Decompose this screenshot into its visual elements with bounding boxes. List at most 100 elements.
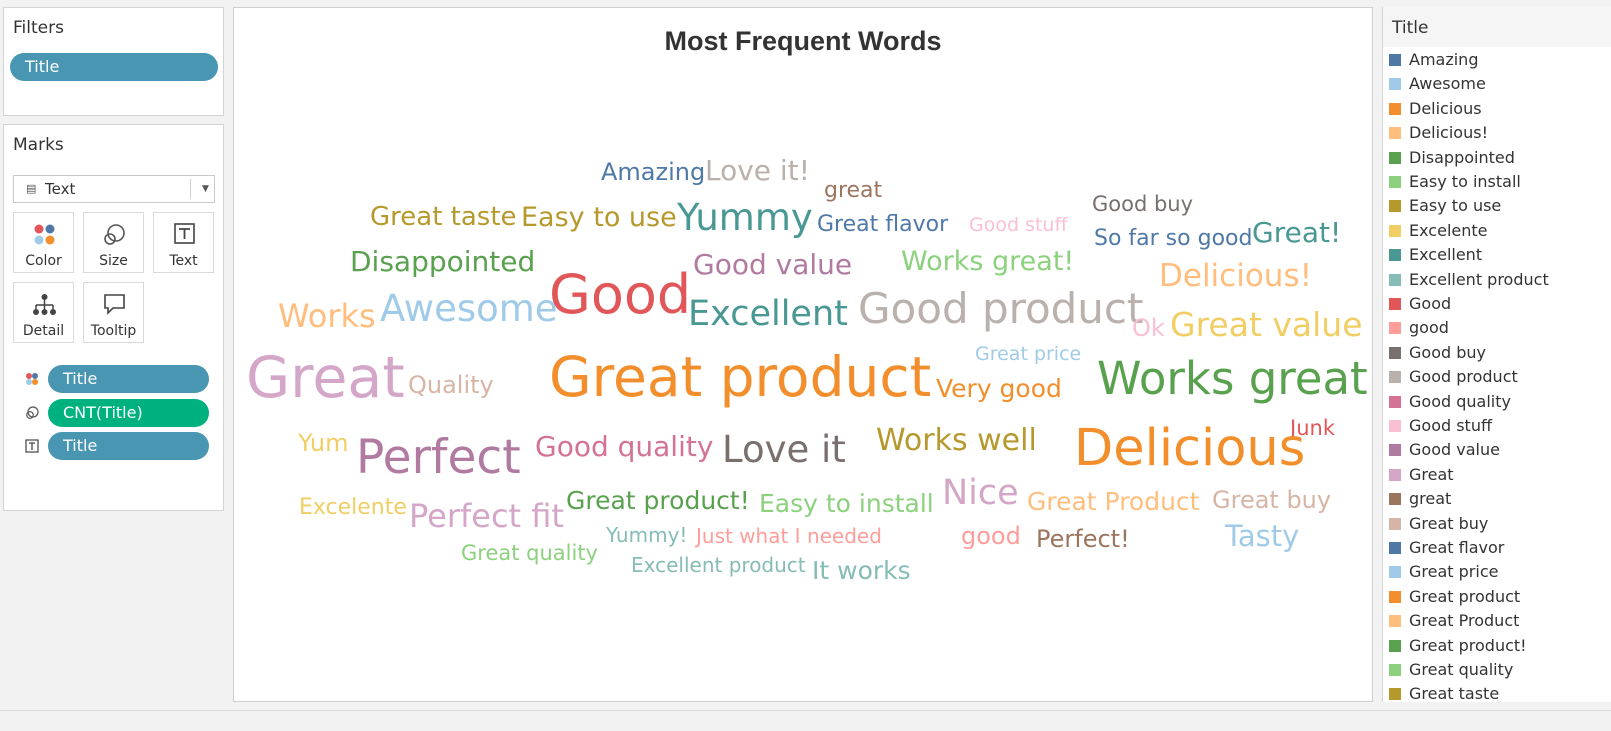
legend-swatch <box>1389 273 1401 286</box>
size-card[interactable]: Size <box>83 212 144 273</box>
word-cloud-word[interactable]: Yummy! <box>606 523 688 547</box>
legend-swatch <box>1389 664 1401 676</box>
mark-type-dropdown[interactable]: ▤ Text ▼ <box>13 175 215 203</box>
word-cloud-word[interactable]: Excelente <box>299 495 407 520</box>
text-icon <box>174 223 195 244</box>
word-cloud-word[interactable]: Ok <box>1132 314 1165 342</box>
word-cloud-word[interactable]: Great product <box>549 345 932 409</box>
mark-type-label: Text <box>45 180 76 198</box>
word-cloud-word[interactable]: Nice <box>942 473 1019 513</box>
chevron-down-icon[interactable]: ▼ <box>202 184 209 194</box>
size-shelf-pill[interactable]: CNT(Title) <box>48 399 209 427</box>
size-card-label: Size <box>99 253 128 269</box>
legend-swatch <box>1389 688 1401 701</box>
legend-label: Easy to install <box>1409 172 1521 191</box>
filters-panel: Filters Title <box>3 7 224 116</box>
color-shelf-pill[interactable]: Title <box>48 365 209 393</box>
text-icon <box>25 439 39 453</box>
legend-label: Great flavor <box>1409 538 1505 557</box>
word-cloud-word[interactable]: Good <box>549 263 692 326</box>
word-cloud-word[interactable]: Delicious <box>1074 419 1306 478</box>
legend-swatch <box>1389 127 1401 140</box>
word-cloud-word[interactable]: Disappointed <box>350 245 536 278</box>
word-cloud-word[interactable]: Great price <box>975 343 1082 365</box>
word-cloud-word[interactable]: Excellent product <box>631 553 806 577</box>
word-cloud-word[interactable]: Junk <box>1290 416 1335 440</box>
word-cloud-word[interactable]: Easy to use <box>521 202 677 233</box>
word-cloud-word[interactable]: Good product <box>858 284 1144 333</box>
word-cloud-word[interactable]: Delicious! <box>1159 258 1313 294</box>
legend-swatch <box>1389 54 1401 66</box>
word-cloud-word[interactable]: Yummy <box>677 196 813 239</box>
legend-label: Good quality <box>1409 391 1511 411</box>
word-cloud-word[interactable]: Quality <box>408 371 494 399</box>
legend-label: Excellent <box>1409 245 1483 265</box>
word-cloud-word[interactable]: Great Product <box>1027 487 1200 516</box>
filter-pill-title[interactable]: Title <box>10 53 218 81</box>
word-cloud-word[interactable]: Very good <box>936 374 1062 403</box>
legend-swatch <box>1389 566 1401 579</box>
legend-label: Amazing <box>1409 50 1479 69</box>
word-cloud-word[interactable]: Yum <box>298 429 349 457</box>
legend-swatch <box>1389 639 1401 652</box>
text-shelf-pill[interactable]: Title <box>48 432 209 460</box>
legend-swatch <box>1389 493 1401 506</box>
legend-swatch <box>1389 176 1401 188</box>
legend-label: Great quality <box>1409 660 1514 679</box>
tooltip-card[interactable]: Tooltip <box>83 282 144 343</box>
word-cloud-word[interactable]: Perfect! <box>1036 525 1130 553</box>
color-icon <box>26 373 38 385</box>
legend-swatch <box>1389 395 1401 408</box>
word-cloud-word[interactable]: Perfect fit <box>409 497 564 535</box>
word-cloud-word[interactable]: So far so good <box>1094 226 1253 251</box>
word-cloud-word[interactable]: Love it <box>722 428 846 471</box>
legend-label: Easy to use <box>1409 196 1502 216</box>
dropdown-divider <box>190 179 191 199</box>
word-cloud-word[interactable]: Good stuff <box>969 214 1068 236</box>
word-cloud-word[interactable]: Amazing <box>601 158 706 186</box>
word-cloud-word[interactable]: Great value <box>1170 305 1363 344</box>
word-cloud-word[interactable]: Works <box>278 297 376 335</box>
color-card[interactable]: Color <box>13 212 74 273</box>
detail-card[interactable]: Detail <box>13 282 74 343</box>
text-card-label: Text <box>169 253 198 269</box>
word-cloud-word[interactable]: Great taste <box>370 202 517 232</box>
word-cloud-word[interactable]: Works well <box>876 423 1037 458</box>
legend-swatch <box>1389 590 1401 603</box>
legend-header: Title <box>1383 7 1611 47</box>
word-cloud-word[interactable]: good <box>961 522 1021 550</box>
word-cloud-word[interactable]: Works great! <box>901 246 1075 277</box>
word-cloud-word[interactable]: Great buy <box>1212 486 1332 514</box>
word-cloud-word[interactable]: Great! <box>1252 216 1342 249</box>
word-cloud-word[interactable]: Excellent <box>688 294 848 334</box>
word-cloud-word[interactable]: Good quality <box>535 430 714 463</box>
legend-label: Good product <box>1409 367 1518 387</box>
word-cloud-word[interactable]: Good buy <box>1092 192 1194 216</box>
word-cloud-word[interactable]: Easy to install <box>759 489 934 518</box>
word-cloud-word[interactable]: Perfect <box>356 430 521 485</box>
word-cloud-word[interactable]: Great quality <box>461 541 598 565</box>
word-cloud-word[interactable]: Awesome <box>380 287 558 330</box>
word-cloud-word[interactable]: Tasty <box>1225 519 1300 553</box>
word-cloud-word[interactable]: Great <box>246 345 405 411</box>
word-cloud-word[interactable]: Great product! <box>566 486 750 515</box>
legend-swatch <box>1389 151 1401 164</box>
legend-swatch <box>1389 371 1401 384</box>
legend-label: Disappointed <box>1409 147 1515 167</box>
word-cloud-word[interactable]: Works great <box>1097 352 1368 405</box>
word-cloud-word[interactable]: Just what I needed <box>696 524 882 548</box>
word-cloud-word[interactable]: Good value <box>693 248 853 281</box>
text-icon: ▤ <box>26 182 37 195</box>
legend-swatch <box>1389 615 1401 628</box>
legend-label: Good <box>1409 294 1452 313</box>
color-icon <box>34 224 55 245</box>
word-cloud-word[interactable]: It works <box>812 556 911 585</box>
word-cloud-word[interactable]: Love it! <box>705 154 810 187</box>
legend-swatch <box>1389 224 1401 237</box>
word-cloud-word[interactable]: Great flavor <box>817 212 949 237</box>
size-icon <box>104 224 125 245</box>
text-card[interactable]: Text <box>153 212 214 273</box>
legend-swatch <box>1389 468 1401 481</box>
legend-swatch <box>1389 298 1401 310</box>
word-cloud-word[interactable]: great <box>824 178 883 203</box>
